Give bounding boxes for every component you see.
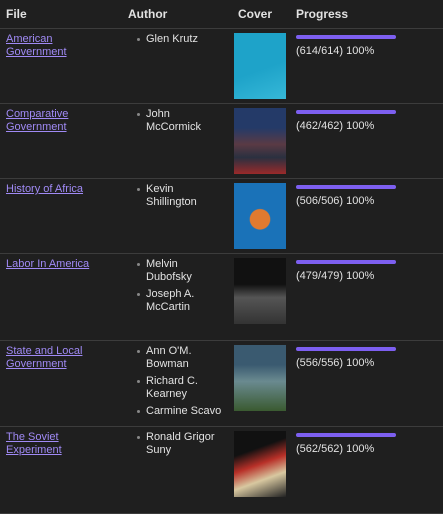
author-list: John McCormick [128, 108, 226, 134]
book-row: The Soviet Experiment Ronald Grigor Suny (… [0, 426, 443, 514]
author-cell: Ronald Grigor Suny [122, 426, 232, 514]
author-list: Melvin Dubofsky Joseph A. McCartin [128, 258, 226, 314]
header-row: File Author Cover Progress [0, 0, 443, 29]
progress-cell: (614/614) 100% [290, 28, 443, 104]
author: John McCormick [137, 108, 226, 134]
author-cell: Ann O'M. Bowman Richard C. Kearney Carmine… [122, 340, 232, 427]
progress-text: (462/462) 100% [296, 120, 375, 132]
progress-bar [296, 347, 396, 351]
file-link[interactable]: History of Africa [6, 183, 84, 195]
progress-track [296, 35, 396, 39]
cover-image [234, 431, 286, 497]
progress-track [296, 185, 396, 189]
progress-cell: (556/556) 100% [290, 340, 443, 427]
progress-bar [296, 433, 396, 437]
file-link[interactable]: Labor In America [6, 258, 90, 270]
author: Kevin Shillington [137, 183, 226, 209]
author-cell: John McCormick [122, 103, 232, 179]
progress-bar [296, 110, 396, 114]
author-list: Glen Krutz [128, 33, 226, 46]
rows: American Government Glen Krutz (614/614) 1… [0, 28, 443, 514]
file-cell: Labor In America [0, 253, 122, 341]
progress-cell: (506/506) 100% [290, 178, 443, 254]
header: Author [122, 0, 232, 29]
cover-cell [232, 178, 290, 254]
cover-cell [232, 103, 290, 179]
author: Richard C. Kearney [137, 375, 226, 401]
header: Cover [232, 0, 290, 29]
cover-image [234, 108, 286, 174]
progress-text: (556/556) 100% [296, 357, 375, 369]
cover-cell [232, 28, 290, 104]
book-row: American Government Glen Krutz (614/614) 1… [0, 28, 443, 104]
author: Ronald Grigor Suny [137, 431, 226, 457]
file-cell: American Government [0, 28, 122, 104]
author: Joseph A. McCartin [137, 288, 226, 314]
author-cell: Kevin Shillington [122, 178, 232, 254]
cover-image [234, 345, 286, 411]
progress-bar [296, 185, 396, 189]
file-cell: State and Local Government [0, 340, 122, 427]
file-cell: Comparative Government [0, 103, 122, 179]
header: Progress [290, 0, 443, 29]
file-link[interactable]: The Soviet Experiment [6, 431, 62, 456]
author: Ann O'M. Bowman [137, 345, 226, 371]
author-cell: Glen Krutz [122, 28, 232, 104]
progress-track [296, 433, 396, 437]
file-link[interactable]: Comparative Government [6, 108, 69, 133]
progress-track [296, 260, 396, 264]
file-link[interactable]: American Government [6, 33, 67, 58]
header: File [0, 0, 122, 29]
author: Melvin Dubofsky [137, 258, 226, 284]
progress-bar [296, 260, 396, 264]
author-list: Kevin Shillington [128, 183, 226, 209]
book-row: History of Africa Kevin Shillington (506/5… [0, 178, 443, 254]
cover-cell [232, 340, 290, 427]
progress-cell: (562/562) 100% [290, 426, 443, 514]
book-row: Comparative Government John McCormick (462… [0, 103, 443, 179]
progress-track [296, 110, 396, 114]
progress-text: (506/506) 100% [296, 195, 375, 207]
progress-cell: (462/462) 100% [290, 103, 443, 179]
file-link[interactable]: State and Local Government [6, 345, 83, 370]
cover-image [234, 33, 286, 99]
cover-image [234, 258, 286, 324]
progress-text: (614/614) 100% [296, 45, 375, 57]
progress-text: (562/562) 100% [296, 443, 375, 455]
author-cell: Melvin Dubofsky Joseph A. McCartin [122, 253, 232, 341]
book-row: Labor In America Melvin Dubofsky Joseph A.… [0, 253, 443, 341]
progress-track [296, 347, 396, 351]
author-list: Ann O'M. Bowman Richard C. Kearney Carmine… [128, 345, 226, 418]
cover-cell [232, 426, 290, 514]
author: Carmine Scavo [137, 405, 226, 418]
progress-cell: (479/479) 100% [290, 253, 443, 341]
author: Glen Krutz [137, 33, 226, 46]
book-row: State and Local Government Ann O'M. Bowma… [0, 340, 443, 427]
author-list: Ronald Grigor Suny [128, 431, 226, 457]
file-cell: History of Africa [0, 178, 122, 254]
cover-cell [232, 253, 290, 341]
progress-bar [296, 35, 396, 39]
file-cell: The Soviet Experiment [0, 426, 122, 514]
progress-text: (479/479) 100% [296, 270, 375, 282]
cover-image [234, 183, 286, 249]
